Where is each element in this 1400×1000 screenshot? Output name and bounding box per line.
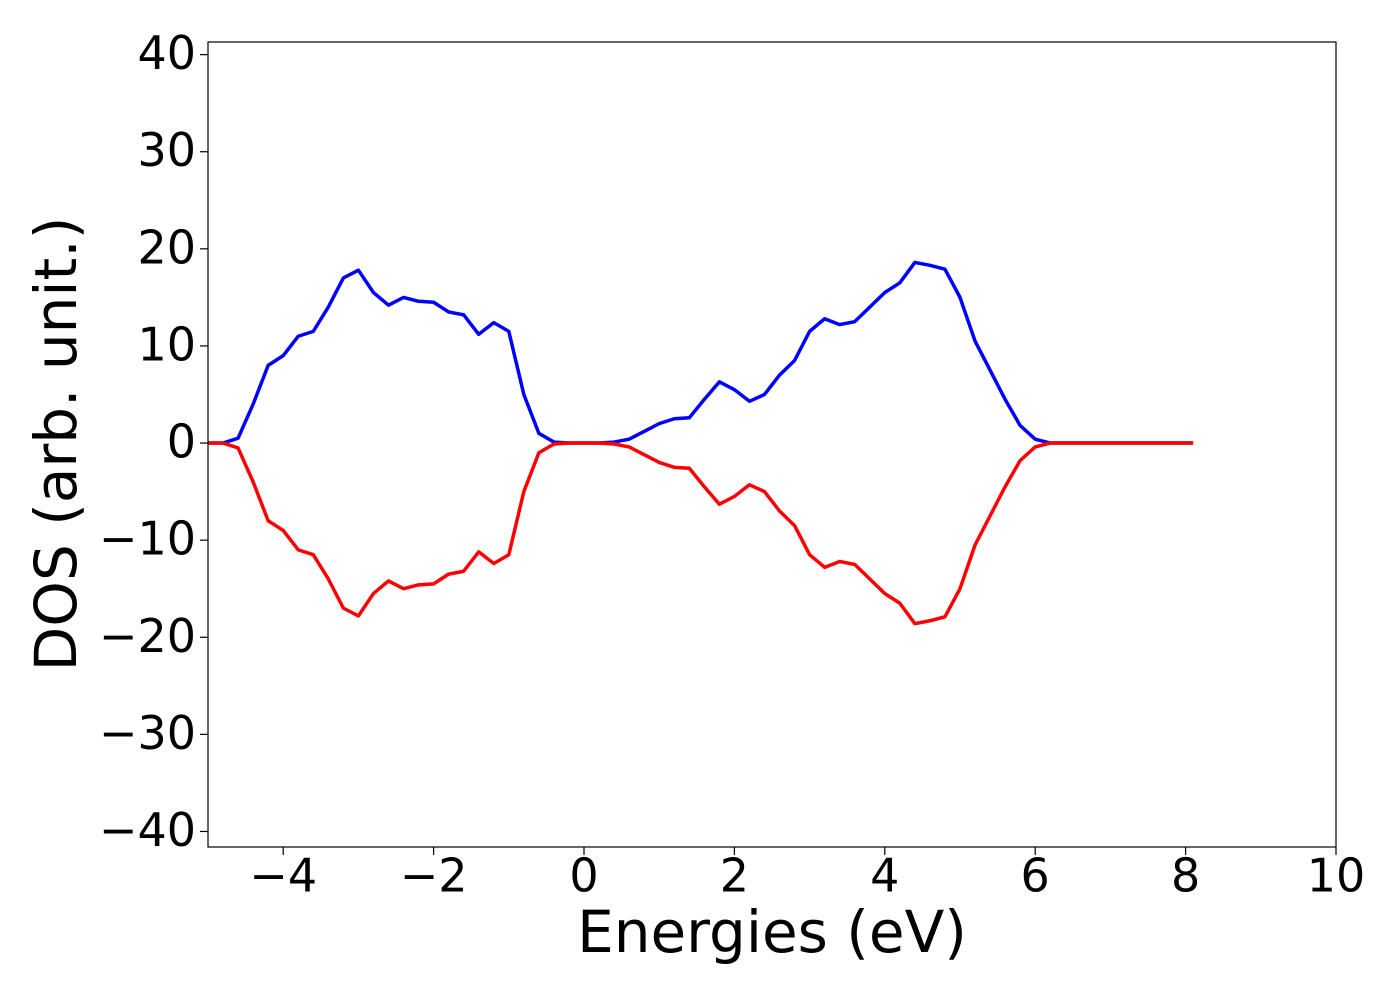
x-tick-label: −4 [249, 849, 317, 903]
x-tick-label: −2 [400, 849, 468, 903]
y-tick-label: −40 [99, 803, 196, 857]
y-tick-label: −10 [99, 512, 196, 566]
series-line [208, 260, 1194, 445]
x-tick-label: 6 [1021, 849, 1050, 903]
series-line [208, 441, 1194, 626]
y-tick-label: 0 [167, 415, 196, 469]
y-tick-label: −30 [99, 706, 196, 760]
y-tick-label: 10 [137, 317, 196, 371]
y-tick-label: 30 [137, 123, 196, 177]
x-tick-label: 2 [720, 849, 749, 903]
y-tick-label: 40 [137, 26, 196, 80]
plot-frame [207, 41, 1337, 848]
y-tick-label: −20 [99, 609, 196, 663]
x-axis-label: Energies (eV) [577, 898, 967, 966]
y-axis-label: DOS (arb. unit.) [22, 217, 90, 672]
x-tick-label: 4 [870, 849, 899, 903]
x-tick-label: 8 [1171, 849, 1200, 903]
y-tick-label: 20 [137, 220, 196, 274]
x-tick-label: 10 [1307, 849, 1366, 903]
x-tick-label: 0 [569, 849, 598, 903]
